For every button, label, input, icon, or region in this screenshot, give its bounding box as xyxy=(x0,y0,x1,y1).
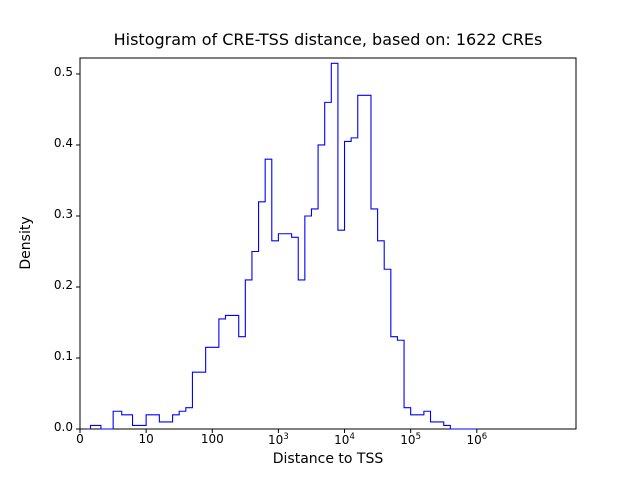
y-tick-label: 0.0 xyxy=(53,420,73,434)
axes-spines xyxy=(79,57,577,430)
histogram-step-line xyxy=(86,62,477,430)
y-tick-label: 0.2 xyxy=(53,277,73,292)
x-tick-label: 0 xyxy=(76,432,84,446)
y-tick-label: 0.3 xyxy=(53,206,73,221)
y-axis-label: Density xyxy=(18,216,34,270)
x-tick-label: 104 xyxy=(334,432,355,447)
y-tick-label: 0.4 xyxy=(53,135,73,150)
x-tick-label: 10 xyxy=(138,432,154,446)
x-tick-label: 103 xyxy=(268,432,289,447)
x-tick-label: 100 xyxy=(200,432,224,446)
x-axis-label: Distance to TSS xyxy=(272,451,384,467)
y-tick-label: 0.5 xyxy=(53,64,73,79)
x-tick-label: 105 xyxy=(400,432,421,447)
chart-title: Histogram of CRE-TSS distance, based on:… xyxy=(113,30,543,49)
y-tick-label: 0.1 xyxy=(53,348,73,363)
x-tick-label: 106 xyxy=(466,432,488,447)
